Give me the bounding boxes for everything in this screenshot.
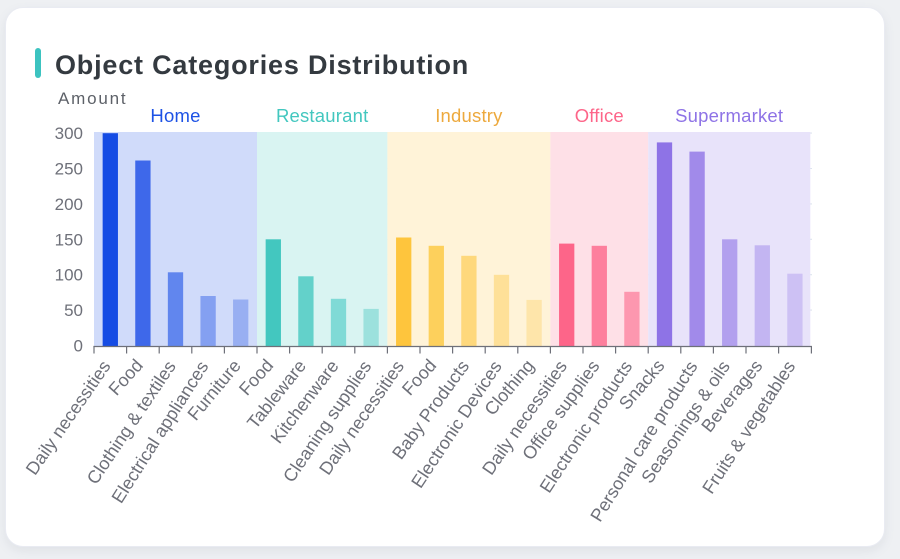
svg-text:50: 50 (64, 301, 83, 320)
svg-text:300: 300 (55, 124, 83, 143)
svg-text:100: 100 (55, 266, 83, 285)
svg-text:150: 150 (55, 230, 83, 249)
svg-text:Restaurant: Restaurant (276, 105, 369, 126)
svg-text:Office: Office (575, 105, 624, 126)
svg-text:0: 0 (74, 337, 83, 356)
svg-text:200: 200 (55, 195, 83, 214)
svg-text:Amount: Amount (58, 89, 127, 108)
svg-text:Home: Home (150, 105, 200, 126)
svg-text:250: 250 (55, 160, 83, 179)
svg-text:Supermarket: Supermarket (675, 105, 783, 126)
svg-text:Industry: Industry (435, 105, 503, 126)
